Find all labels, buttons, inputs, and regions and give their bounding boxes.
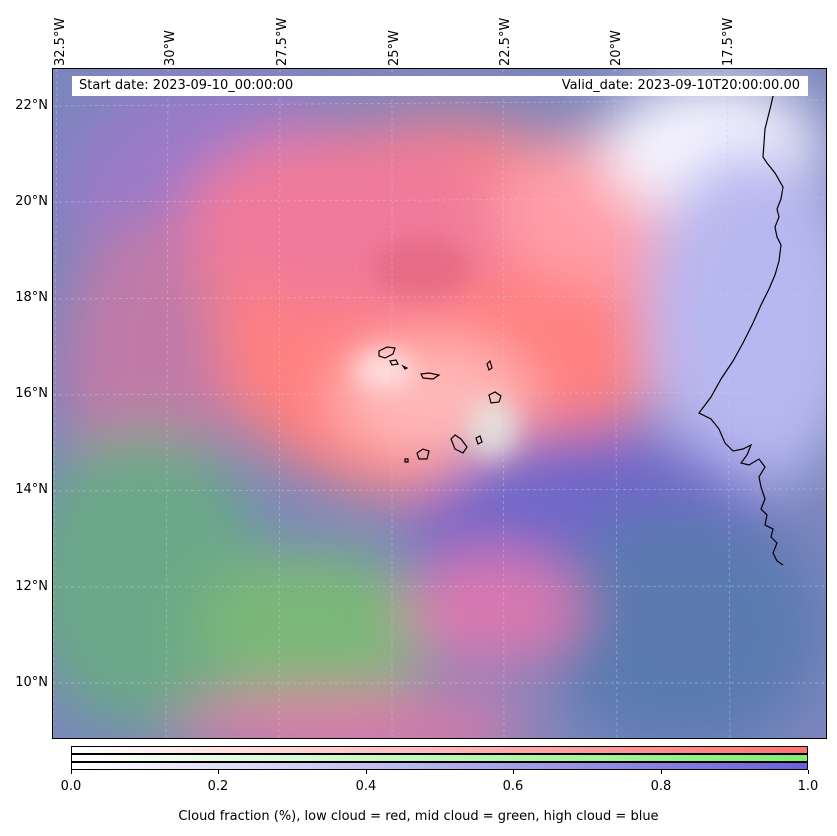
cape-verde-islands bbox=[378, 346, 502, 463]
colorbar-tick-label: 0.4 bbox=[355, 779, 377, 794]
cloud-field bbox=[53, 79, 826, 738]
lat-label-16n: 16°N bbox=[15, 386, 48, 401]
lat-label-18n: 18°N bbox=[15, 290, 48, 305]
colorbar-mid-cloud bbox=[71, 754, 808, 762]
colorbar-tick-label: 1.0 bbox=[797, 779, 819, 794]
lon-label-27-5w: 27.5°W bbox=[275, 17, 290, 66]
lon-label-30w: 30°W bbox=[163, 30, 178, 66]
gridlines bbox=[53, 69, 826, 738]
colorbar-tick bbox=[218, 770, 219, 774]
colorbar-tick-label: 0.8 bbox=[650, 779, 672, 794]
lon-label-17-5w: 17.5°W bbox=[721, 17, 736, 66]
lat-label-22n: 22°N bbox=[15, 98, 48, 113]
colorbar-tick bbox=[513, 770, 514, 774]
lat-label-12n: 12°N bbox=[15, 579, 48, 594]
lon-label-22-5w: 22.5°W bbox=[498, 17, 513, 66]
colorbar-low-cloud bbox=[71, 746, 808, 754]
start-date-label: Start date: 2023-09-10_00:00:00 bbox=[79, 78, 294, 93]
colorbar-tick bbox=[366, 770, 367, 774]
colorbar-tick bbox=[71, 770, 72, 774]
cloud-detail bbox=[353, 239, 518, 459]
date-info-box: Start date: 2023-09-10_00:00:00 Valid_da… bbox=[72, 76, 808, 96]
map-canvas bbox=[53, 69, 826, 738]
lon-label-32-5w: 32.5°W bbox=[53, 17, 68, 66]
valid-date-label: Valid_date: 2023-09-10T20:00:00.00 bbox=[561, 78, 800, 93]
lat-label-20n: 20°N bbox=[15, 194, 48, 209]
colorbar-tick-label: 0.2 bbox=[207, 779, 229, 794]
colorbar-tick bbox=[661, 770, 662, 774]
lon-label-25w: 25°W bbox=[387, 30, 402, 66]
colorbar-tick bbox=[808, 770, 809, 774]
colorbar-high-cloud bbox=[71, 762, 808, 770]
colorbar-caption: Cloud fraction (%), low cloud = red, mid… bbox=[178, 809, 659, 824]
africa-coastline bbox=[698, 86, 784, 566]
lat-label-14n: 14°N bbox=[15, 482, 48, 497]
lat-label-10n: 10°N bbox=[15, 675, 48, 690]
cloud-fraction-map[interactable] bbox=[52, 68, 827, 739]
colorbar-tick-label: 0.6 bbox=[502, 779, 524, 794]
lon-label-20w: 20°W bbox=[609, 30, 624, 66]
colorbar-tick-label: 0.0 bbox=[60, 779, 82, 794]
colorbar bbox=[71, 746, 808, 770]
